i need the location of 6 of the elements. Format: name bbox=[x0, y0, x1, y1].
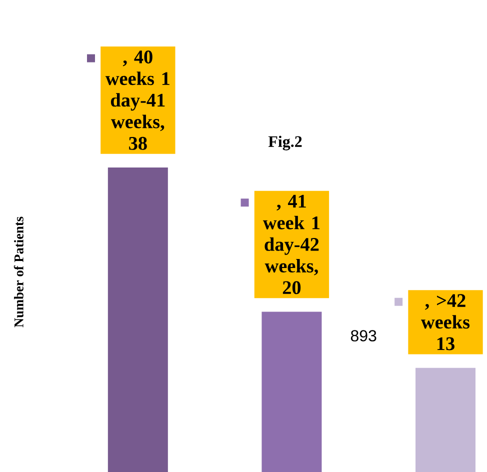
data-label: , >42 weeks 13 bbox=[421, 294, 470, 350]
annotation: 893 bbox=[350, 330, 376, 342]
y-axis-title: Number of Patients bbox=[14, 216, 24, 328]
data-label: , 40 weeks 1 day-41 weeks, 38 bbox=[105, 50, 170, 150]
chart-title: Fig.2 bbox=[268, 136, 302, 150]
data-label: , 41 week 1 day-42 weeks, 20 bbox=[262, 194, 320, 294]
